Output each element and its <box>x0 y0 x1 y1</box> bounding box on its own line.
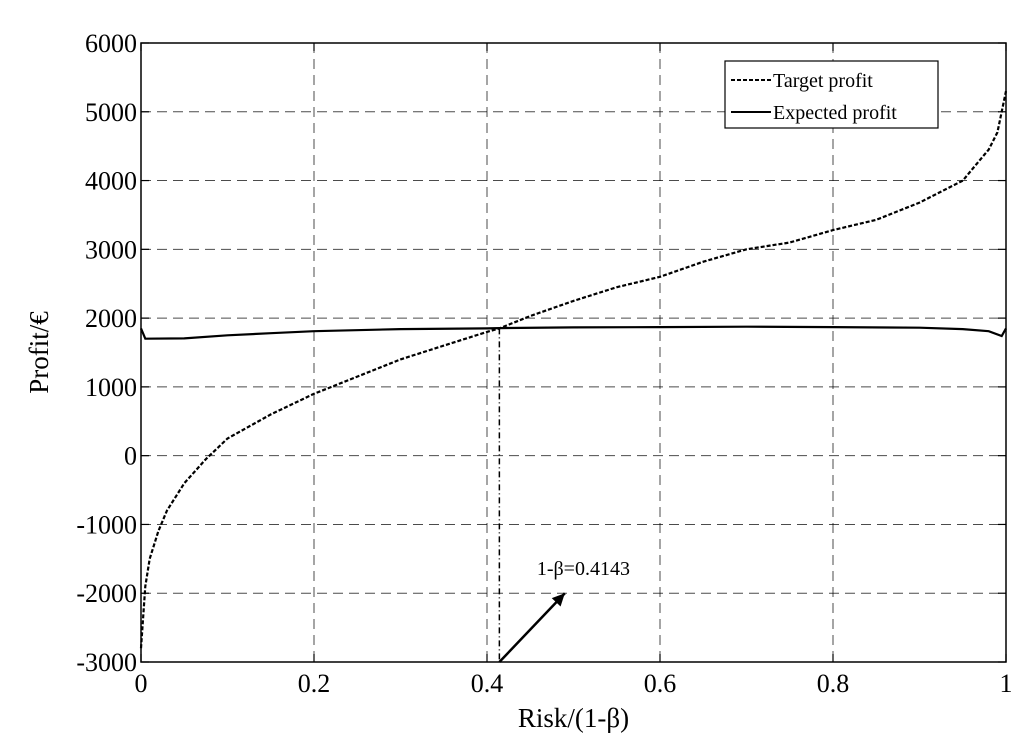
y-tick-label: 2000 <box>85 304 137 333</box>
legend-label-expected-profit: Expected profit <box>773 102 897 124</box>
x-tick-label: 0.4 <box>471 669 504 698</box>
y-tick-label: 6000 <box>85 29 137 58</box>
y-tick-label: 0 <box>124 442 137 471</box>
tick-layer: 0 0.2 0.4 0.6 0.8 1 -3000 -2000 -1000 0 1000 2000 30… <box>76 29 1012 698</box>
x-tick-label: 0.2 <box>298 669 331 698</box>
y-axis-label: Profit/€ <box>24 311 54 394</box>
legend-box <box>724 60 939 129</box>
annotation-arrow-shaft <box>498 592 566 663</box>
annotation-arrow-head <box>551 593 565 607</box>
y-tick-label: -3000 <box>76 648 137 677</box>
series-line-expected-profit <box>139 325 1007 340</box>
y-tick-label: -1000 <box>76 510 137 539</box>
x-tick-label: 0.6 <box>644 669 677 698</box>
y-tick-label: 4000 <box>85 167 137 196</box>
x-tick-label: 0.8 <box>817 669 850 698</box>
y-tick-label: 5000 <box>85 98 137 127</box>
x-tick-label: 1 <box>1000 669 1013 698</box>
x-tick-label: 0 <box>135 669 148 698</box>
series-layer <box>139 90 1008 649</box>
y-tick-label: 1000 <box>85 373 137 402</box>
annotation-label: 1-β=0.4143 <box>537 558 630 580</box>
x-axis-label: Risk/(1-β) <box>518 703 629 733</box>
plot-frame <box>140 42 1007 663</box>
y-tick-label: -2000 <box>76 579 137 608</box>
series-line-target-profit <box>139 90 1008 649</box>
grid <box>141 43 1006 662</box>
legend: Target profit Expected profit <box>724 60 939 129</box>
annotation-layer <box>498 328 566 663</box>
legend-label-target-profit: Target profit <box>773 70 873 92</box>
y-tick-label: 3000 <box>85 235 137 264</box>
